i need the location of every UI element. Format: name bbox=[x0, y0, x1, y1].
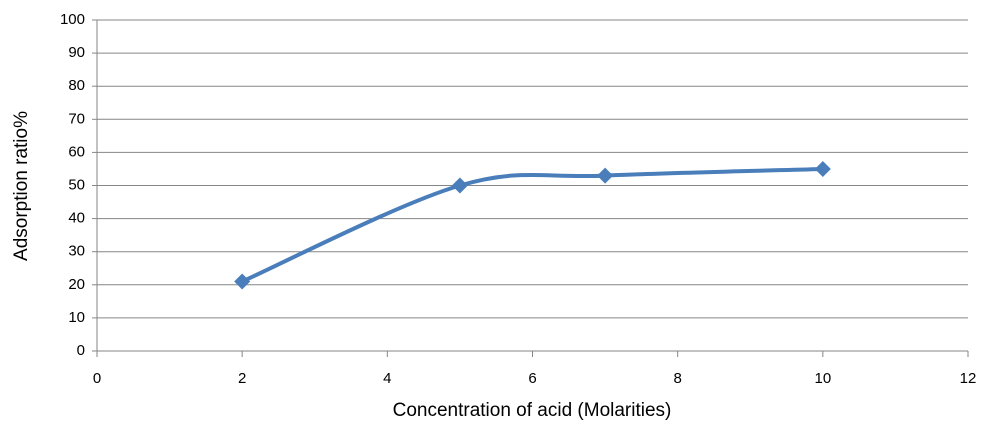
y-tick-label: 80 bbox=[68, 77, 85, 94]
x-tick-label: 2 bbox=[238, 370, 246, 387]
y-tick-label: 60 bbox=[68, 143, 85, 160]
y-tick-label: 10 bbox=[68, 309, 85, 326]
series-line bbox=[241, 166, 823, 284]
x-tick-label: 10 bbox=[814, 370, 831, 387]
y-axis-title: Adsorption ratio% bbox=[11, 111, 32, 261]
y-tick-label: 70 bbox=[68, 110, 85, 127]
y-tick-label: 20 bbox=[68, 276, 85, 293]
x-axis-title: Concentration of acid (Molarities) bbox=[393, 400, 672, 421]
y-tick-label: 40 bbox=[68, 210, 85, 227]
y-tick-label: 30 bbox=[68, 243, 85, 260]
data-point bbox=[451, 177, 468, 194]
data-point bbox=[234, 273, 251, 290]
y-tick-label: 100 bbox=[60, 11, 85, 28]
y-tick-label: 50 bbox=[68, 176, 85, 193]
y-tick-label: 90 bbox=[68, 44, 85, 61]
data-point bbox=[814, 160, 831, 177]
x-tick-label: 4 bbox=[383, 370, 391, 387]
x-tick-label: 12 bbox=[960, 370, 977, 387]
data-point bbox=[597, 167, 614, 184]
y-tick-label: 0 bbox=[77, 342, 85, 359]
x-tick-label: 0 bbox=[93, 370, 101, 387]
x-tick-label: 8 bbox=[673, 370, 681, 387]
x-tick-label: 6 bbox=[528, 370, 536, 387]
